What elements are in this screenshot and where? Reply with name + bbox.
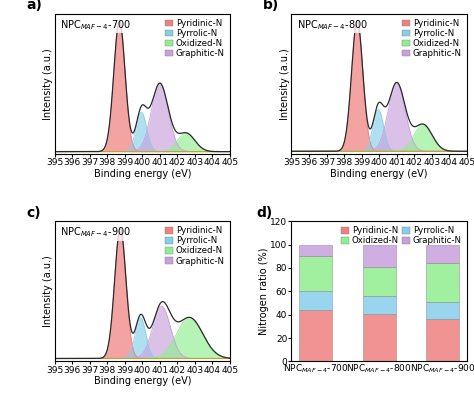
Bar bbox=[426, 320, 459, 361]
Text: NPC$_{MAF-4}$-900: NPC$_{MAF-4}$-900 bbox=[60, 226, 131, 239]
Bar bbox=[363, 314, 396, 361]
X-axis label: Binding energy (eV): Binding energy (eV) bbox=[330, 169, 428, 179]
Text: a): a) bbox=[27, 0, 42, 12]
Y-axis label: Intensity (a.u.): Intensity (a.u.) bbox=[280, 48, 290, 120]
Text: NPC$_{MAF-4}$-700: NPC$_{MAF-4}$-700 bbox=[60, 18, 131, 32]
Bar bbox=[300, 310, 332, 361]
Legend: Pyridinic-N, Pyrrolic-N, Oxidized-N, Graphitic-N: Pyridinic-N, Pyrrolic-N, Oxidized-N, Gra… bbox=[164, 18, 226, 59]
Bar bbox=[363, 296, 396, 314]
Legend: Pyridinic-N, Pyrrolic-N, Oxidized-N, Graphitic-N: Pyridinic-N, Pyrrolic-N, Oxidized-N, Gra… bbox=[401, 18, 463, 59]
Bar bbox=[300, 292, 332, 310]
Text: d): d) bbox=[256, 206, 273, 220]
Legend: Pyridinic-N, Oxidized-N, Pyrrolic-N, Graphitic-N: Pyridinic-N, Oxidized-N, Pyrrolic-N, Gra… bbox=[341, 226, 463, 246]
Text: NPC$_{MAF-4}$-800: NPC$_{MAF-4}$-800 bbox=[297, 18, 368, 32]
Bar bbox=[426, 245, 459, 263]
Bar bbox=[426, 302, 459, 320]
X-axis label: Binding energy (eV): Binding energy (eV) bbox=[93, 376, 191, 386]
X-axis label: Binding energy (eV): Binding energy (eV) bbox=[93, 169, 191, 179]
Bar bbox=[363, 267, 396, 296]
Bar bbox=[300, 245, 332, 256]
Bar bbox=[300, 256, 332, 292]
Bar bbox=[363, 245, 396, 267]
Y-axis label: Nitrogen ratio (%): Nitrogen ratio (%) bbox=[259, 248, 269, 335]
Text: c): c) bbox=[27, 206, 41, 220]
Y-axis label: Intensity (a.u.): Intensity (a.u.) bbox=[43, 48, 53, 120]
Legend: Pyridinic-N, Pyrrolic-N, Oxidized-N, Graphitic-N: Pyridinic-N, Pyrrolic-N, Oxidized-N, Gra… bbox=[164, 226, 226, 266]
Text: b): b) bbox=[264, 0, 280, 12]
Y-axis label: Intensity (a.u.): Intensity (a.u.) bbox=[43, 256, 53, 327]
Bar bbox=[426, 263, 459, 302]
